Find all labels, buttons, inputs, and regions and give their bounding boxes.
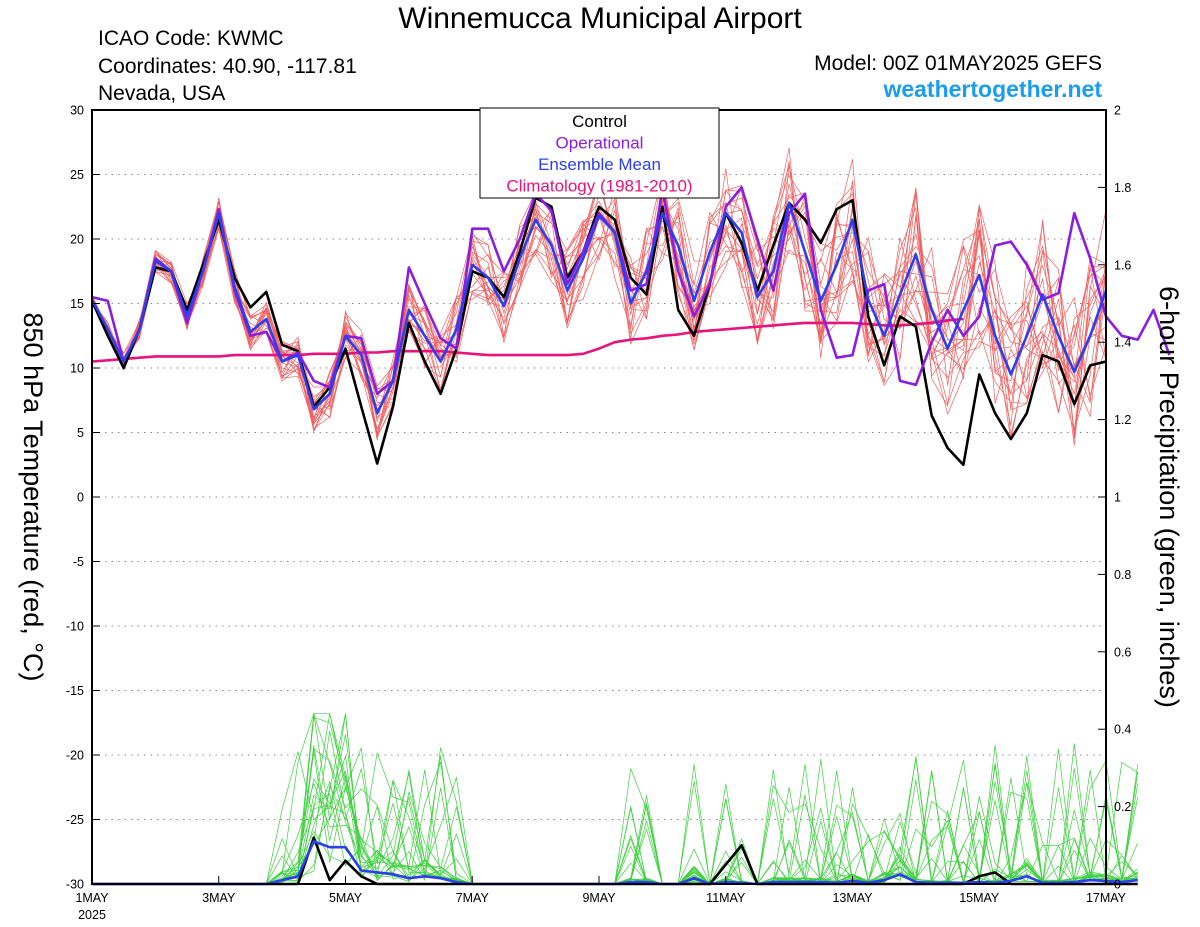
- left-tick-label: 10: [70, 362, 84, 376]
- right-tick-label: 1.2: [1114, 413, 1131, 427]
- x-tick-label: 1MAY: [75, 891, 109, 905]
- x-tick-label: 11MAY: [706, 891, 746, 905]
- left-tick-label: 15: [70, 297, 84, 311]
- left-tick-label: -10: [66, 620, 84, 634]
- left-tick-label: -15: [66, 684, 84, 698]
- climatology-line: [91, 317, 964, 363]
- right-tick-label: 0.4: [1114, 723, 1131, 737]
- left-tick-label: -25: [66, 813, 84, 827]
- precip-members: [92, 713, 1139, 885]
- left-tick-label: 5: [77, 426, 84, 440]
- precip-member-line: [92, 748, 1138, 885]
- mean-precip-line: [92, 840, 1138, 886]
- icao-code: ICAO Code: KWMC: [98, 27, 284, 50]
- right-tick-label: 0.2: [1114, 800, 1131, 814]
- legend-item: Operational: [556, 134, 644, 153]
- x-tick-label: 15MAY: [959, 891, 1000, 905]
- temp-member-line: [91, 168, 1107, 424]
- x-tick-label: 13MAY: [832, 891, 873, 905]
- temp-member-line: [91, 201, 1107, 415]
- x-tick-year: 2025: [78, 908, 106, 922]
- right-axis-label: 6-hour Precipitation (green, inches): [1154, 286, 1184, 708]
- left-axis-label: 850 hPa Temperature (red, °C): [18, 313, 48, 682]
- legend-item: Climatology (1981-2010): [506, 177, 692, 196]
- axes: -30-25-20-15-10-505101520253000.20.40.60…: [66, 104, 1132, 923]
- chart-title: Winnemucca Municipal Airport: [398, 2, 802, 35]
- mean-temp-line: [90, 201, 1108, 415]
- right-tick-label: 2: [1114, 104, 1121, 118]
- precip-member-line: [92, 748, 1138, 885]
- x-tick-label: 5MAY: [329, 891, 363, 905]
- main-series: [90, 186, 1171, 886]
- x-tick-label: 3MAY: [202, 891, 236, 905]
- left-tick-label: -30: [66, 878, 84, 892]
- control-temp-line: [90, 196, 1107, 467]
- x-tick-label: 9MAY: [582, 891, 616, 905]
- model-run: Model: 00Z 01MAY2025 GEFS: [814, 52, 1102, 75]
- legend-item: Control: [572, 112, 627, 131]
- precip-member-line: [92, 716, 1138, 885]
- left-tick-label: 25: [70, 168, 84, 182]
- location: Nevada, USA: [98, 82, 226, 105]
- site-link[interactable]: weathertogether.net: [883, 76, 1102, 102]
- temp-member-line: [91, 187, 1107, 411]
- precip-member-line: [92, 713, 1138, 885]
- operational-temp-line: [91, 186, 1171, 396]
- legend-item: Ensemble Mean: [538, 155, 661, 174]
- precip-member-line: [92, 747, 1139, 885]
- left-tick-label: 0: [77, 491, 84, 505]
- temp-member-line: [91, 180, 1107, 429]
- right-tick-label: 1.6: [1114, 258, 1131, 272]
- precip-member-line: [92, 713, 1138, 885]
- coordinates: Coordinates: 40.90, -117.81: [98, 55, 357, 78]
- temp-member-line: [91, 188, 1107, 437]
- precip-member-line: [92, 713, 1138, 885]
- x-tick-label: 17MAY: [1086, 891, 1127, 905]
- temp-member-line: [91, 193, 1107, 425]
- left-tick-label: -20: [66, 749, 84, 763]
- right-tick-label: 0.6: [1114, 645, 1131, 659]
- precip-member-line: [92, 713, 1138, 885]
- precip-member-line: [92, 744, 1138, 885]
- grid-lines: [92, 174, 1106, 820]
- precip-member-line: [92, 734, 1139, 885]
- precip-member-line: [92, 713, 1138, 885]
- right-tick-label: 1.4: [1114, 336, 1131, 350]
- legend: Control Operational Ensemble Mean Climatolo…: [479, 107, 720, 199]
- right-tick-label: 1.8: [1114, 181, 1131, 195]
- temp-member-line: [91, 187, 1107, 419]
- right-tick-label: 1: [1114, 491, 1121, 505]
- right-tick-label: 0: [1114, 878, 1121, 892]
- precip-member-line: [92, 745, 1139, 885]
- left-tick-label: 20: [70, 233, 84, 247]
- legend-box: [479, 107, 720, 199]
- left-tick-label: 30: [70, 104, 84, 118]
- x-tick-label: 7MAY: [456, 891, 490, 905]
- left-tick-label: -5: [73, 555, 84, 569]
- right-tick-label: 0.8: [1114, 568, 1131, 582]
- precip-member-line: [92, 730, 1138, 885]
